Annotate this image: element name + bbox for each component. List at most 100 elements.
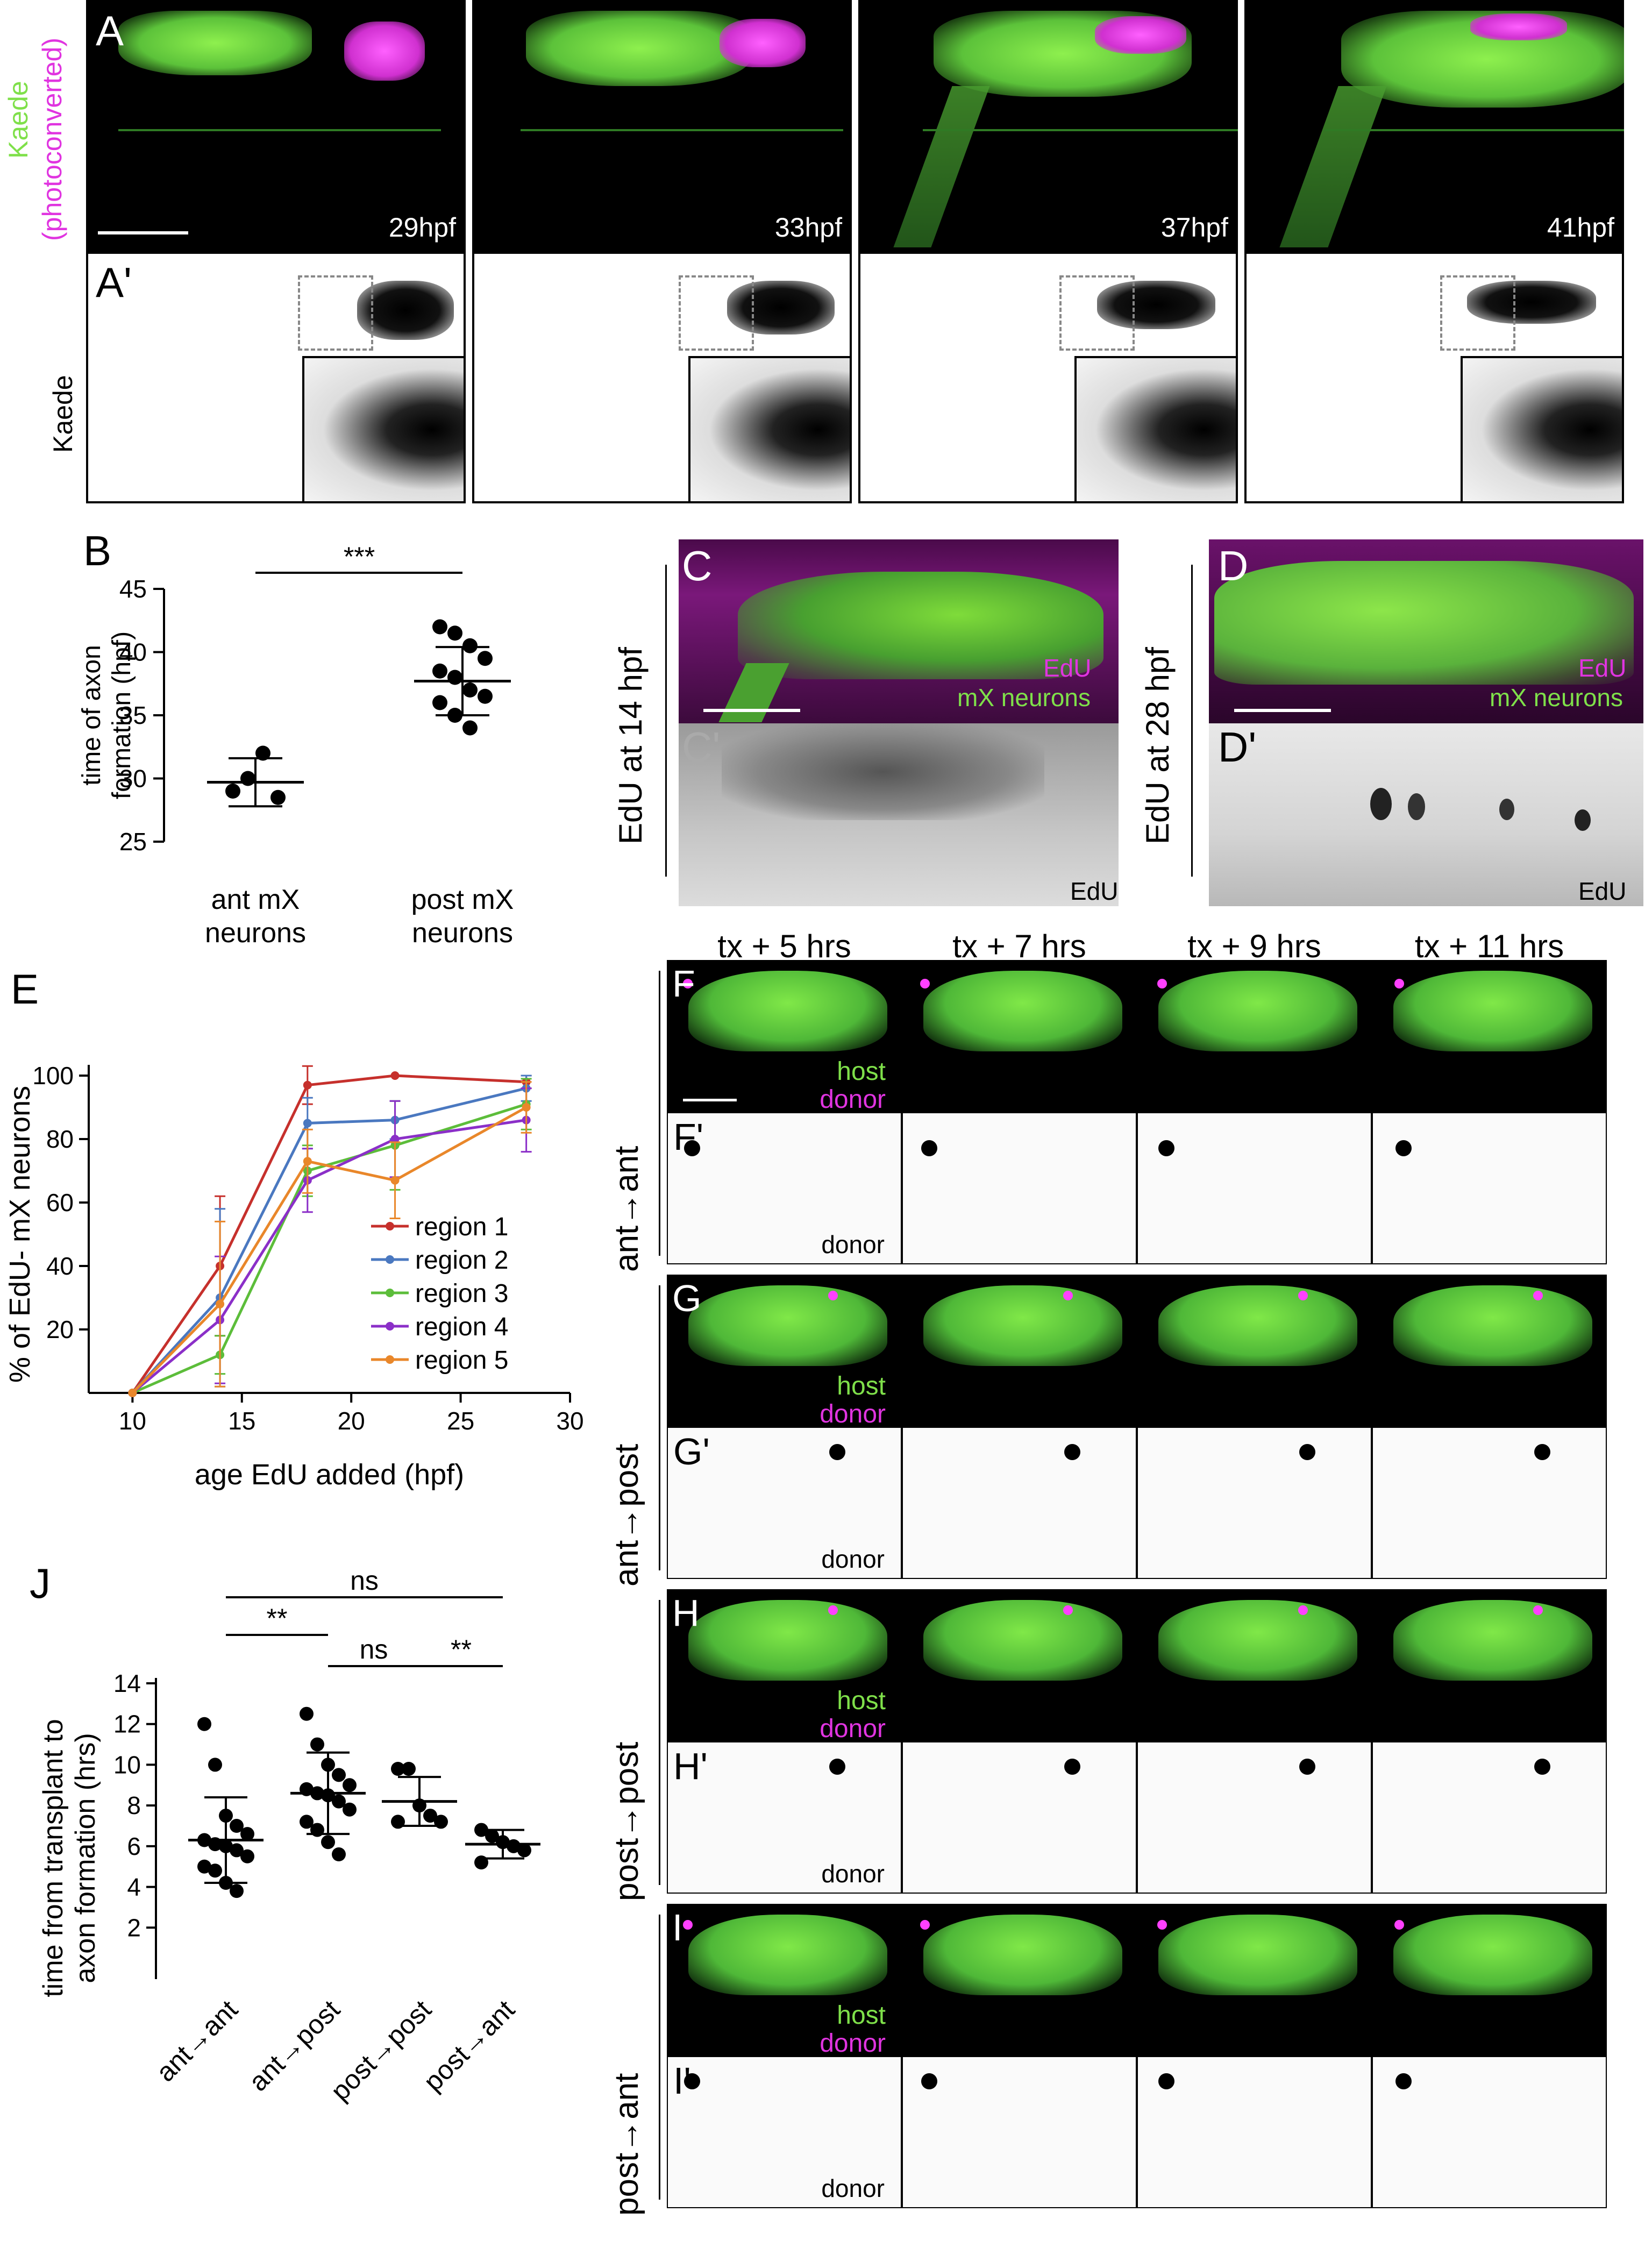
data-point (332, 1768, 346, 1782)
data-point (225, 784, 240, 799)
y-tick-label: 30 (119, 765, 147, 793)
panel-a-image: 33hpf (472, 0, 852, 252)
data-point (310, 1737, 324, 1752)
host-label: host (837, 1372, 886, 1400)
panel-d-image (1209, 539, 1643, 723)
data-point (522, 1103, 531, 1112)
x-tick-label: 10 (119, 1407, 146, 1435)
timepoint-label: 29hpf (388, 212, 456, 243)
x-tick-label: 30 (556, 1407, 583, 1435)
category-label: neurons (205, 917, 306, 949)
black-neurons (357, 281, 454, 340)
row-letter-prime: F' (673, 1116, 704, 1158)
data-point (300, 1815, 314, 1829)
data-point (321, 1835, 335, 1849)
donor-image: donor I' (667, 2056, 902, 2208)
panel-letter-a: A (96, 7, 124, 54)
donor-cell (1533, 1605, 1543, 1615)
row-letter-prime: I' (673, 2060, 691, 2102)
a-side-sub: (photoconverted) (37, 37, 67, 241)
donor-image (1137, 1112, 1372, 1264)
x-axis-label: age EdU added (hpf) (195, 1459, 464, 1491)
donor-cell-gray (829, 1444, 845, 1460)
inset (1461, 356, 1622, 501)
donor-image (902, 1112, 1137, 1264)
donor-label: donor (821, 2174, 885, 2202)
y-tick-label: 10 (113, 1751, 141, 1779)
data-point (517, 1843, 531, 1858)
timepoint-label: 33hpf (774, 212, 842, 243)
data-point (343, 1778, 357, 1792)
category-label: post→ant (418, 1994, 521, 2097)
host-neurons (688, 1915, 887, 1995)
magenta-neurons (720, 19, 806, 67)
data-point (303, 1119, 312, 1128)
y-tick-label: 12 (113, 1710, 141, 1738)
data-point (300, 1706, 314, 1721)
panel-a-image: 29hpf (86, 0, 466, 252)
y-tick-label: 45 (119, 575, 147, 603)
host-neurons (1158, 971, 1357, 1051)
legend-label: region 3 (415, 1279, 508, 1308)
c-label-mx: mX neurons (957, 684, 1091, 712)
donor-image (1372, 2056, 1607, 2208)
host-donor-image (902, 1589, 1137, 1741)
host-donor-image (902, 1275, 1137, 1427)
donor-cell-gray (684, 2073, 700, 2089)
donor-image (902, 1427, 1137, 1579)
axon-line (118, 129, 441, 131)
d-scale-bar (1234, 709, 1331, 712)
data-point (197, 1717, 211, 1731)
y-tick-label: 35 (119, 701, 147, 729)
host-donor-image (1137, 1904, 1372, 2056)
donor-cell-gray (1158, 1140, 1174, 1156)
donor-cell-gray (1534, 1444, 1550, 1460)
a-side-top: Kaede (3, 81, 33, 159)
y-tick-label: 80 (46, 1125, 74, 1153)
inset (688, 356, 850, 501)
data-point (402, 1762, 416, 1776)
donor-cell (1063, 1291, 1073, 1300)
legend-marker (386, 1222, 394, 1230)
black-neurons (727, 281, 835, 335)
timepoint-label: 41hpf (1547, 212, 1614, 243)
host-neurons (1158, 1285, 1357, 1366)
dashed-box (1440, 275, 1515, 351)
y-tick-label: 40 (46, 1252, 74, 1280)
data-point (303, 1080, 312, 1090)
y-tick-label: 6 (127, 1832, 141, 1860)
donor-image (1372, 1741, 1607, 1894)
row-letter: F (672, 963, 695, 1005)
data-point (432, 619, 447, 635)
data-point (332, 1794, 346, 1809)
d-prime-label-edu: EdU (1578, 877, 1627, 905)
category-label: ant mX (211, 884, 300, 915)
legend-label: region 1 (415, 1213, 508, 1241)
host-donor-image (902, 960, 1137, 1112)
black-neurons (1467, 281, 1596, 324)
donor-cell (1063, 1605, 1073, 1615)
donor-cell (683, 979, 693, 988)
donor-cell (1157, 1920, 1167, 1930)
comparison-label: ns (350, 1566, 379, 1596)
a-side-label-top: Kaede (3, 81, 34, 159)
panel-letter-b: B (83, 527, 112, 574)
c-side-rule (665, 565, 667, 877)
host-donor-image (1372, 1904, 1607, 2056)
host-donor-image (1372, 960, 1607, 1112)
donor-cell-gray (921, 1140, 937, 1156)
c-scale-bar (703, 709, 800, 712)
data-point (240, 1827, 254, 1841)
data-point (270, 789, 286, 805)
x-tick-label: 20 (338, 1407, 365, 1435)
data-point (208, 1863, 222, 1878)
data-point (216, 1299, 225, 1308)
host-neurons (1158, 1915, 1357, 1995)
panel-a-prime-image (472, 252, 852, 503)
donor-image (902, 2056, 1137, 2208)
panel-a-prime-image (1244, 252, 1624, 503)
panel-letter-d-prime: D' (1218, 723, 1257, 771)
host-neurons (688, 1600, 887, 1681)
host-label: host (837, 1057, 886, 1086)
donor-cell (828, 1291, 838, 1300)
